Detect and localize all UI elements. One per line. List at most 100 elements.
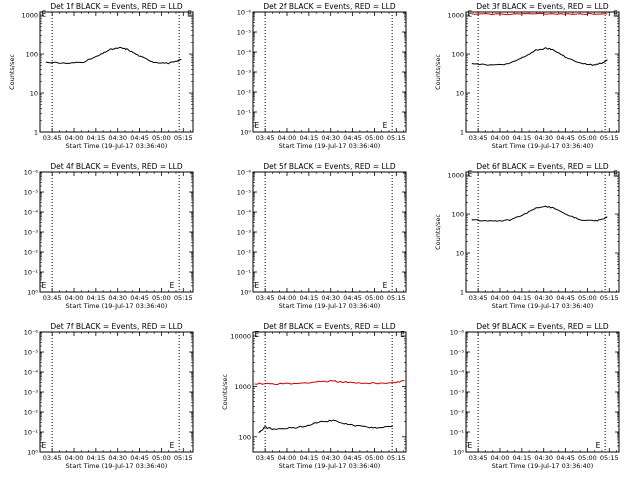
y-tick-label: 10⁰	[453, 449, 464, 457]
x-tick-label: 03:45	[469, 294, 488, 302]
x-tick-label: 03:45	[469, 454, 488, 462]
x-axis-label: Start Time (19-Jul-17 03:36:40)	[492, 302, 594, 310]
e-marker: E	[254, 281, 259, 290]
panel-det-3: Det 3f BLACK = Events, RED = LLD 1 10 100 10…	[434, 2, 620, 150]
plot-frame	[465, 171, 620, 293]
y-tick-label: 100	[452, 211, 464, 219]
plot-frame	[252, 331, 407, 453]
x-tick-label: 04:15	[512, 454, 531, 462]
y-tick-label: 1	[460, 289, 464, 297]
plot-frame	[39, 11, 194, 133]
x-tick-label: 05:15	[174, 134, 193, 142]
x-tick-label: 05:15	[387, 134, 406, 142]
e-marker: E	[596, 441, 601, 450]
x-tick-label: 05:00	[152, 134, 171, 142]
y-tick-label: 10⁻⁵	[237, 29, 252, 37]
e-marker: E	[170, 281, 175, 290]
e-marker: E	[400, 330, 405, 339]
panel-det-8: Det 8f BLACK = Events, RED = LLD 100 1000 1…	[221, 322, 407, 470]
y-tick-label: 10⁻⁶	[24, 169, 39, 177]
x-tick-label: 04:00	[491, 134, 510, 142]
x-tick-label: 05:15	[600, 454, 619, 462]
y-tick-label: 10⁻¹	[237, 109, 252, 117]
y-tick-label: 10⁻¹	[24, 429, 39, 437]
y-tick-label: 10⁻⁴	[237, 209, 252, 217]
y-tick-label: 10⁻⁵	[24, 189, 39, 197]
e-marker: E	[41, 281, 46, 290]
x-tick-label: 04:45	[343, 134, 362, 142]
e-marker: E	[383, 121, 388, 130]
y-tick-label: 10⁻⁶	[24, 329, 39, 337]
y-tick-label: 100	[26, 51, 38, 59]
x-tick-label: 05:00	[365, 294, 384, 302]
y-axis-label: Counts/sec	[434, 214, 442, 250]
y-tick-label: 10⁰	[27, 289, 38, 297]
x-tick-label: 04:00	[491, 294, 510, 302]
y-tick-label: 10⁻⁴	[24, 209, 39, 217]
series-line	[258, 419, 394, 434]
y-tick-label: 100	[452, 51, 464, 59]
y-tick-label: 10⁻⁶	[450, 329, 465, 337]
x-tick-label: 04:45	[130, 294, 149, 302]
plot-frame	[252, 11, 407, 133]
y-tick-label: 10⁻⁶	[237, 9, 252, 17]
x-tick-label: 04:30	[321, 134, 340, 142]
y-tick-label: 1000	[447, 172, 464, 180]
y-tick-label: 10⁻⁶	[237, 169, 252, 177]
x-axis-label: Start Time (19-Jul-17 03:36:40)	[66, 142, 168, 150]
x-axis-label: Start Time (19-Jul-17 03:36:40)	[279, 142, 381, 150]
y-tick-label: 10⁻²	[24, 249, 39, 257]
y-tick-label: 10⁻³	[450, 389, 465, 397]
x-tick-label: 04:30	[534, 134, 553, 142]
x-tick-label: 04:00	[491, 454, 510, 462]
x-tick-label: 03:45	[43, 294, 62, 302]
x-tick-label: 04:15	[86, 454, 105, 462]
y-tick-label: 10⁻¹	[237, 269, 252, 277]
e-marker: E	[383, 281, 388, 290]
series-line	[471, 205, 608, 222]
x-tick-label: 04:15	[299, 134, 318, 142]
x-tick-label: 04:45	[343, 454, 362, 462]
x-tick-label: 03:45	[256, 454, 275, 462]
y-tick-label: 1000	[21, 12, 38, 20]
panel-title: Det 7f BLACK = Events, RED = LLD	[50, 322, 183, 331]
y-tick-label: 10⁻³	[24, 389, 39, 397]
x-tick-label: 05:00	[365, 134, 384, 142]
e-marker: E	[613, 169, 618, 178]
panel-det-7: Det 7f BLACK = Events, RED = LLD 10⁰ 10⁻¹ 1…	[24, 322, 194, 470]
y-tick-label: 10⁻¹	[450, 429, 465, 437]
y-axis-label: Counts/sec	[221, 374, 229, 410]
plot-frame	[252, 171, 407, 293]
x-tick-label: 04:45	[130, 134, 149, 142]
x-tick-label: 03:45	[43, 454, 62, 462]
x-tick-label: 05:00	[578, 294, 597, 302]
y-tick-label: 10⁰	[240, 129, 251, 137]
x-tick-label: 05:00	[578, 134, 597, 142]
x-tick-label: 05:15	[387, 294, 406, 302]
x-tick-label: 04:45	[343, 294, 362, 302]
y-axis-label: Counts/sec	[8, 54, 16, 90]
e-marker: E	[467, 441, 472, 450]
y-tick-label: 10⁻⁵	[24, 349, 39, 357]
y-tick-label: 100	[239, 433, 251, 441]
panel-title: Det 3f BLACK = Events, RED = LLD	[476, 2, 609, 11]
x-tick-label: 05:15	[600, 134, 619, 142]
x-tick-label: 04:15	[512, 134, 531, 142]
x-axis-label: Start Time (19-Jul-17 03:36:40)	[66, 462, 168, 470]
x-tick-label: 04:45	[556, 454, 575, 462]
y-tick-label: 10⁻⁵	[237, 189, 252, 197]
x-tick-label: 05:00	[152, 454, 171, 462]
series-line	[471, 47, 608, 66]
e-marker: E	[467, 9, 472, 18]
plot-frame	[39, 331, 194, 453]
x-tick-label: 04:45	[556, 294, 575, 302]
x-tick-label: 04:00	[65, 294, 84, 302]
x-tick-label: 04:30	[321, 294, 340, 302]
panel-title: Det 5f BLACK = Events, RED = LLD	[263, 162, 396, 171]
x-tick-label: 03:45	[256, 134, 275, 142]
y-axis-label: Counts/sec	[434, 54, 442, 90]
y-tick-label: 1000	[447, 12, 464, 20]
x-tick-label: 05:15	[600, 294, 619, 302]
panel-det-5: Det 5f BLACK = Events, RED = LLD 10⁰ 10⁻¹ 1…	[237, 162, 407, 310]
